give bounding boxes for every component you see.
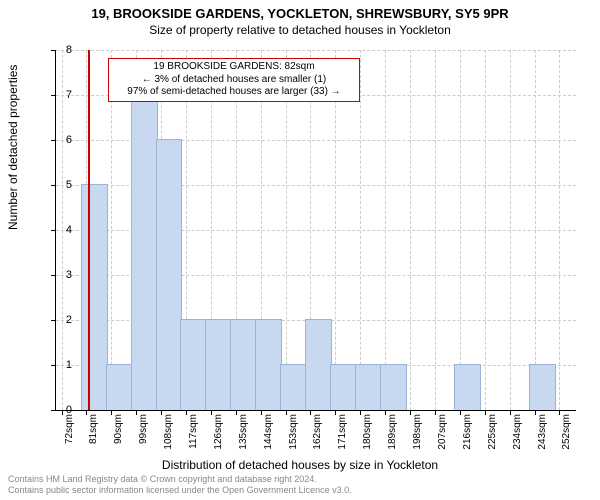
ytick-label: 2 <box>42 314 72 326</box>
ytick-label: 8 <box>42 44 72 56</box>
xtick-label: 198sqm <box>412 414 423 464</box>
xtick-label: 216sqm <box>462 414 473 464</box>
chart-title: 19, BROOKSIDE GARDENS, YOCKLETON, SHREWS… <box>0 0 600 21</box>
histogram-bar <box>131 94 158 410</box>
xtick-label: 243sqm <box>537 414 548 464</box>
footer-line2: Contains public sector information licen… <box>8 485 352 496</box>
reference-line <box>88 50 90 410</box>
xtick-label: 108sqm <box>163 414 174 464</box>
histogram-bar <box>106 364 133 410</box>
histogram-bar <box>454 364 481 410</box>
xtick-label: 144sqm <box>263 414 274 464</box>
xtick-label: 162sqm <box>312 414 323 464</box>
histogram-bar <box>355 364 382 410</box>
xtick-label: 135sqm <box>238 414 249 464</box>
annotation-line1: 19 BROOKSIDE GARDENS: 82sqm <box>113 61 355 74</box>
y-axis-label: Number of detached properties <box>6 65 20 230</box>
xtick-label: 81sqm <box>88 414 99 464</box>
chart-container: 19, BROOKSIDE GARDENS, YOCKLETON, SHREWS… <box>0 0 600 500</box>
xtick-label: 90sqm <box>113 414 124 464</box>
histogram-bar <box>529 364 556 410</box>
annotation-line2: ← 3% of detached houses are smaller (1) <box>113 74 355 87</box>
histogram-bar <box>205 319 232 410</box>
xtick-label: 99sqm <box>138 414 149 464</box>
xtick-label: 153sqm <box>288 414 299 464</box>
histogram-bar <box>180 319 207 410</box>
histogram-bar <box>255 319 282 410</box>
ytick-label: 7 <box>42 89 72 101</box>
ytick-label: 4 <box>42 224 72 236</box>
histogram-bar <box>330 364 357 410</box>
histogram-bar <box>156 139 183 410</box>
xtick-label: 117sqm <box>188 414 199 464</box>
histogram-bar <box>230 319 257 410</box>
chart-subtitle: Size of property relative to detached ho… <box>0 21 600 37</box>
histogram-bar <box>380 364 407 410</box>
ytick-label: 1 <box>42 359 72 371</box>
xtick-label: 180sqm <box>362 414 373 464</box>
plot-area: 19 BROOKSIDE GARDENS: 82sqm← 3% of detac… <box>55 50 576 411</box>
xtick-label: 234sqm <box>512 414 523 464</box>
annotation-callout: 19 BROOKSIDE GARDENS: 82sqm← 3% of detac… <box>108 58 360 102</box>
ytick-label: 5 <box>42 179 72 191</box>
xtick-label: 189sqm <box>387 414 398 464</box>
footer-text: Contains HM Land Registry data © Crown c… <box>8 474 352 496</box>
xtick-label: 171sqm <box>337 414 348 464</box>
xtick-label: 126sqm <box>213 414 224 464</box>
footer-line1: Contains HM Land Registry data © Crown c… <box>8 474 352 485</box>
bars-layer <box>56 50 576 410</box>
xtick-label: 72sqm <box>64 414 75 464</box>
ytick-label: 6 <box>42 134 72 146</box>
histogram-bar <box>81 184 108 410</box>
ytick-label: 3 <box>42 269 72 281</box>
xtick-label: 252sqm <box>561 414 572 464</box>
histogram-bar <box>305 319 332 410</box>
histogram-bar <box>280 364 307 410</box>
annotation-line3: 97% of semi-detached houses are larger (… <box>113 86 355 99</box>
xtick-label: 207sqm <box>437 414 448 464</box>
xtick-label: 225sqm <box>487 414 498 464</box>
